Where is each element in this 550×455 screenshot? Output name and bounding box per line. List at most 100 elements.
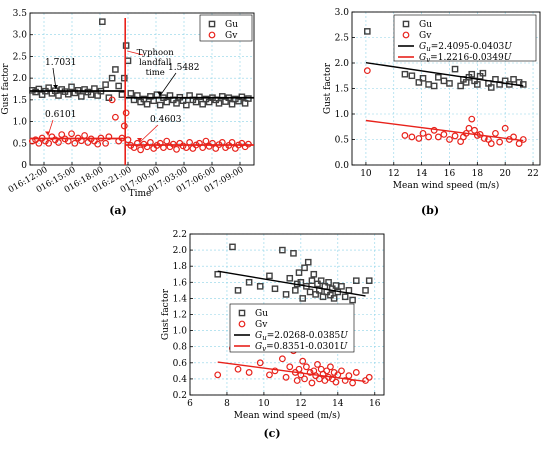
data-point-Gv — [94, 140, 102, 148]
legend-label: Gu — [255, 309, 268, 319]
tick-label-x: 18 — [472, 169, 484, 179]
plot-frame — [189, 233, 385, 396]
data-point-Gu — [245, 279, 253, 286]
data-point-Gv — [440, 130, 448, 138]
legend-label: Gv=1.2216-0.0349U — [419, 53, 512, 64]
data-point-Gv — [111, 113, 119, 121]
annotation-text: landfall — [139, 58, 172, 68]
tick-label-y: 2.0 — [13, 74, 28, 84]
tick-label-y: 1.0 — [173, 327, 188, 337]
data-point-Gu — [352, 277, 360, 284]
legend-label-g: G — [419, 42, 426, 52]
tick-label-x: 20 — [499, 169, 511, 179]
mean-value-label: 1.5482 — [168, 63, 200, 73]
data-point-Gu — [55, 92, 62, 99]
data-point-Gv — [68, 130, 75, 138]
data-point-Gu — [487, 84, 495, 91]
data-point-Gv — [451, 132, 459, 140]
data-point-Gu — [271, 285, 279, 293]
legend-label-eq: =0.8351-0.0301 — [266, 342, 340, 352]
axis-label-y: Gust factor — [323, 62, 333, 114]
data-point-Gv — [519, 136, 527, 143]
data-point-Gu — [266, 272, 273, 280]
tick-label-y: 1.0 — [335, 110, 350, 120]
axis-label-y: Gust factor — [1, 63, 11, 115]
data-point-Gv — [408, 133, 416, 141]
tick-label-x: 16 — [444, 169, 456, 179]
tick-label-y: 0 — [21, 161, 27, 171]
legend-label-g: G — [419, 53, 426, 63]
data-point-Gu — [115, 82, 122, 90]
data-point-Gu — [196, 93, 203, 101]
data-point-Gu — [295, 269, 303, 276]
arrowhead — [157, 91, 162, 96]
data-point-Gv — [487, 140, 495, 147]
data-point-Gv — [108, 96, 116, 104]
tick-label-x: 22 — [527, 169, 538, 179]
data-point-Gv — [120, 122, 128, 130]
fit-line-Gv — [217, 361, 366, 383]
legend-marker-Gv — [238, 320, 246, 328]
tick-label-y: 0.6 — [173, 359, 188, 369]
data-point-Gv — [256, 359, 264, 367]
data-point-Gu — [183, 101, 190, 109]
data-point-Gu — [68, 83, 75, 91]
data-point-Gu — [325, 279, 332, 286]
tick-label-x: 8 — [224, 399, 230, 409]
data-point-Gu — [112, 66, 119, 73]
data-point-Gu — [304, 258, 312, 266]
data-point-Gv — [133, 139, 141, 147]
data-point-Gv — [425, 133, 432, 141]
tick-label-x: 10 — [258, 399, 270, 409]
data-point-Gu — [102, 81, 109, 88]
data-point-Gv — [492, 129, 499, 137]
tick-label-y: 0.8 — [173, 343, 188, 353]
data-point-Gv — [55, 139, 62, 146]
data-point-Gu — [279, 246, 286, 254]
data-point-Gv — [278, 355, 286, 363]
legend-label-eq: =2.0268-0.0385 — [267, 331, 341, 341]
data-point-Gv — [415, 135, 423, 142]
arrowhead — [137, 138, 142, 143]
tick-label-y: 0.0 — [335, 161, 350, 171]
data-point-Gv — [102, 139, 109, 147]
data-point-Gv — [156, 139, 164, 147]
legend-label: Gv — [225, 31, 238, 41]
legend-label: Gv — [419, 31, 432, 41]
tick-label-y: 1.0 — [13, 118, 28, 128]
axis-label-y: Gust factor — [161, 288, 171, 340]
annotation-arrow — [159, 72, 177, 96]
data-point-Gu — [173, 100, 180, 107]
tick-label-y: 2.5 — [13, 52, 28, 62]
data-point-Gv — [301, 375, 308, 383]
data-point-Gv — [58, 131, 66, 139]
legend-box — [199, 14, 253, 42]
chart-panel-1: 00.51.01.52.02.53.03.5016:12:00016:15:00… — [1, 9, 255, 199]
annotation-arrow — [127, 50, 144, 56]
arrowhead — [53, 85, 58, 90]
data-point-Gu — [408, 72, 416, 80]
data-point-Gv — [419, 129, 427, 137]
panel-label: (c) — [263, 427, 280, 440]
legend-label-g: G — [255, 331, 262, 341]
plot-frame — [351, 11, 541, 166]
tick-label-y: 2.0 — [173, 246, 188, 256]
legend-marker-Gu — [402, 20, 410, 28]
legend-label-sub: u — [262, 334, 267, 342]
data-point-Gu — [319, 293, 327, 301]
data-point-Gu — [108, 74, 116, 82]
annotation-arrow — [139, 124, 159, 143]
tick-label-y: 1.4 — [173, 294, 188, 304]
data-point-Gv — [214, 371, 222, 379]
data-point-Gv — [303, 363, 310, 371]
data-point-Gv — [401, 132, 409, 139]
data-point-Gu — [349, 296, 356, 304]
series-Gv — [363, 67, 527, 147]
tick-label-y: 2.2 — [173, 230, 187, 240]
series-Gu — [364, 28, 527, 91]
tick-label-y: 0.5 — [335, 136, 350, 146]
chart-panel-3: 0.2 0.4 0.6 0.8 1.0 1.2 1.4 1.6 1.8 2.0 2.2 6 8 10 12 1… — [161, 230, 385, 421]
axis-label-x: Mean wind speed (m/s) — [393, 180, 499, 191]
